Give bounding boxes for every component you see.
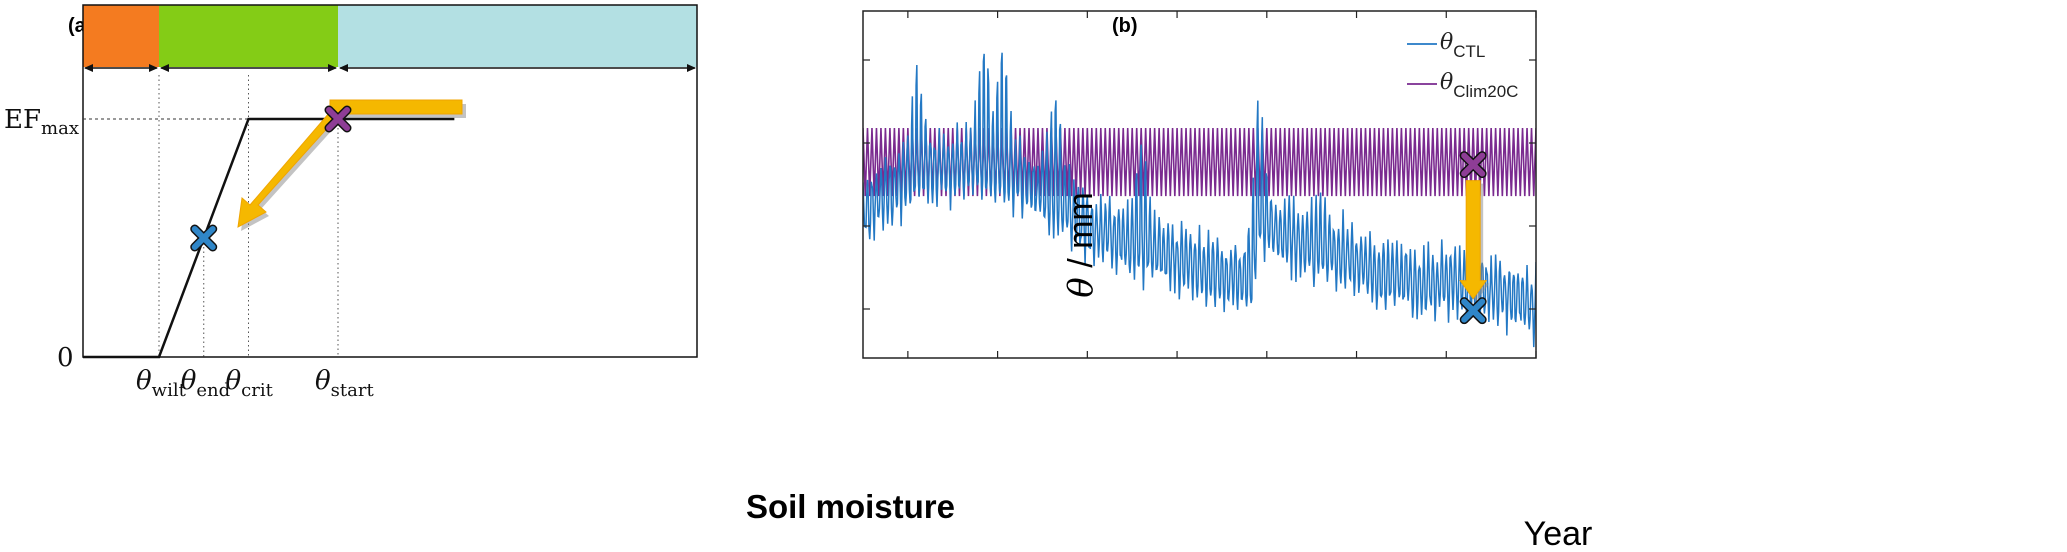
x-tick-main: θ (315, 366, 331, 396)
panel-b-label: (b) (1112, 15, 1138, 37)
legend-symbol: θ (1440, 70, 1453, 95)
panel-b-y-ticks (863, 59, 1536, 310)
panel-b-x-ticks (907, 11, 1537, 358)
range-arrowhead-left (160, 64, 169, 72)
regime-wet (338, 5, 697, 67)
marker-start (324, 105, 352, 133)
x-tick-label: θcrit (226, 366, 274, 401)
panel-a-markers (190, 105, 352, 252)
y-tick-sub: max (41, 118, 79, 139)
marker-start-fill (326, 107, 350, 131)
range-arrowhead-right (687, 64, 696, 72)
legend-entry: θClim20C (1440, 70, 1518, 101)
panel-b-markers (1459, 151, 1487, 325)
y-tick-main: 0 (57, 343, 74, 373)
regime-transitional (159, 5, 338, 67)
x-tick-label: θstart (315, 366, 374, 401)
ef-curve (83, 117, 455, 359)
marker-b-start-fill (1461, 152, 1486, 177)
x-tick-main: θ (226, 366, 242, 396)
regime-dry (83, 5, 159, 67)
legend-entry: θCTL (1440, 30, 1485, 61)
plot-border (82, 4, 698, 358)
x-tick-sub: crit (241, 380, 273, 401)
x-axis-title-a: Soil moisture (746, 488, 955, 525)
legend-sub: CTL (1453, 42, 1485, 61)
x-tick-main: θ (181, 366, 197, 396)
x-tick-label: θwilt (136, 366, 187, 401)
range-arrowhead-left (339, 64, 348, 72)
marker-end (190, 224, 218, 252)
x-axis-title-b: Year (1524, 515, 1593, 552)
range-arrowhead-right (328, 64, 337, 72)
x-tick-main: θ (136, 366, 152, 396)
y-tick-label: EFmax (4, 105, 79, 139)
x-tick-sub: end (196, 380, 230, 401)
x-tick-label: θend (181, 366, 230, 401)
series-ctl (863, 52, 1536, 348)
y-tick-main: EF (4, 105, 41, 135)
change-arrow-body (1459, 180, 1488, 300)
range-arrowhead-right (149, 64, 158, 72)
marker-b-end-fill (1461, 298, 1486, 323)
regime-bar (83, 5, 697, 67)
ef-curve-line (83, 117, 455, 359)
panel-b-plot-area (863, 52, 1536, 348)
marker-b-end (1459, 297, 1487, 325)
y-tick-label: 0 (57, 343, 74, 373)
marker-b-start (1459, 151, 1487, 179)
ctl-line (863, 52, 1536, 348)
legend-symbol: θ (1440, 30, 1453, 55)
arrow-shadow (241, 104, 466, 231)
x-tick-sub: wilt (152, 380, 187, 401)
panel-a-frame (82, 4, 698, 358)
y-axis-title-b: θ / mm (1061, 192, 1101, 297)
panel-a-y-ticks: EFmax 0 (4, 105, 79, 373)
guide-lines (83, 75, 339, 357)
change-arrow (1459, 180, 1490, 302)
legend-sub: Clim20C (1453, 82, 1518, 101)
panel-b-frame (862, 10, 1537, 359)
marker-end-fill (191, 226, 216, 250)
regime-range-arrows (84, 64, 696, 72)
x-tick-sub: start (331, 380, 375, 401)
range-arrowhead-left (84, 64, 93, 72)
plot-border-b (862, 10, 1537, 359)
